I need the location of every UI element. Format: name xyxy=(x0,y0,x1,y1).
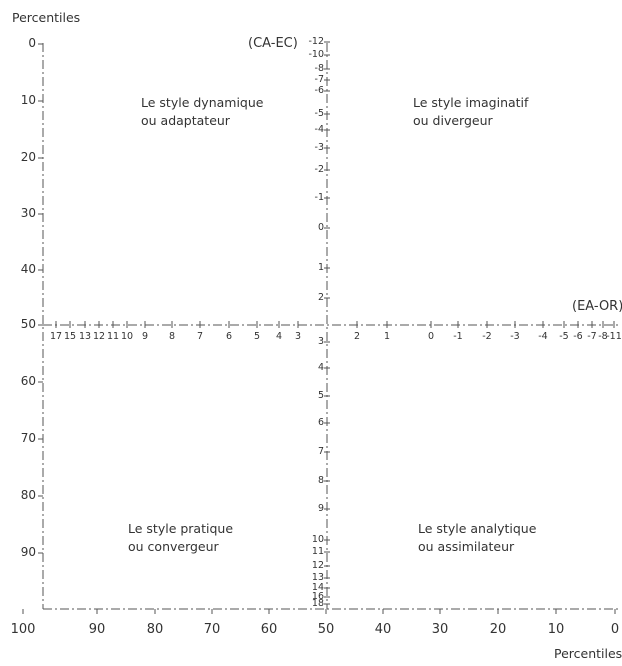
vertical-axis-tick-label: -3 xyxy=(314,142,324,153)
left-axis-tick-label: 20 xyxy=(20,150,36,164)
bottom-axis-tick-label: 70 xyxy=(203,622,221,637)
horizontal-axis-tick-label: -4 xyxy=(538,331,548,342)
horizontal-axis-label: (EA-OR) xyxy=(572,299,622,314)
horizontal-axis-tick-label: 4 xyxy=(275,331,283,342)
left-axis-tick-label: 0 xyxy=(28,36,36,50)
bottom-axis-tick-label: 60 xyxy=(260,622,278,637)
vertical-axis-tick-label: -7 xyxy=(314,74,324,85)
horizontal-axis-tick-label: 11 xyxy=(106,331,120,342)
bottom-axis-tick-label: 20 xyxy=(489,622,507,637)
vertical-axis-tick-label: 14 xyxy=(311,582,324,593)
left-axis-tick-label: 50 xyxy=(20,317,36,331)
left-axis-tick-label: 70 xyxy=(20,431,36,445)
left-axis-title: Percentiles xyxy=(12,10,81,25)
vertical-axis-tick-label: 12 xyxy=(311,560,324,571)
vertical-axis-tick-label: 6 xyxy=(317,417,324,428)
bottom-axis-tick-label: 80 xyxy=(146,622,164,637)
vertical-axis-tick-label: 7 xyxy=(317,446,324,457)
horizontal-axis-tick-label: -6 xyxy=(573,331,583,342)
horizontal-axis-tick-label: 1 xyxy=(383,331,391,342)
vertical-axis-tick-label: -12 xyxy=(308,36,324,47)
vertical-axis-label: (CA-EC) xyxy=(248,36,298,51)
vertical-axis-tick-label: -4 xyxy=(314,124,324,135)
vertical-axis-tick-label: 11 xyxy=(311,546,324,557)
horizontal-axis-tick-label: 12 xyxy=(92,331,106,342)
left-axis-tick-label: 30 xyxy=(20,206,36,220)
quadrant-bottom-left-line2: ou convergeur xyxy=(128,539,219,554)
left-axis-tick-label: 90 xyxy=(20,545,36,559)
vertical-axis-tick-label: 2 xyxy=(317,292,324,303)
horizontal-axis-tick-label: 9 xyxy=(141,331,149,342)
horizontal-axis-tick-label: -7 xyxy=(587,331,597,342)
vertical-axis-tick-label: 0 xyxy=(317,222,324,233)
horizontal-axis-tick-label: -3 xyxy=(510,331,520,342)
bottom-axis-tick-label: 100 xyxy=(10,622,36,637)
left-axis-tick-label: 10 xyxy=(20,93,36,107)
vertical-axis-tick-label: 10 xyxy=(311,534,324,545)
quadrant-bottom-right: Le style analytique ou assimilateur xyxy=(418,520,536,556)
quadrant-bottom-left: Le style pratique ou convergeur xyxy=(128,520,233,556)
horizontal-axis-tick-label: 10 xyxy=(120,331,134,342)
horizontal-axis-tick-label: 8 xyxy=(168,331,176,342)
quadrant-top-left-line2: ou adaptateur xyxy=(141,113,230,128)
quadrant-top-right-line2: ou divergeur xyxy=(413,113,493,128)
quadrant-bottom-right-line2: ou assimilateur xyxy=(418,539,515,554)
quadrant-top-left-line1: Le style dynamique xyxy=(141,95,264,110)
vertical-axis-tick-label: 18 xyxy=(311,598,324,609)
vertical-axis-tick-label: 8 xyxy=(317,475,324,486)
vertical-axis-tick-label: -5 xyxy=(314,108,324,119)
vertical-axis-tick-label: -1 xyxy=(314,192,324,203)
bottom-axis-tick-label: 10 xyxy=(547,622,565,637)
vertical-axis-tick-label: 9 xyxy=(317,503,324,514)
vertical-axis-tick-label: 3 xyxy=(317,336,324,347)
quadrant-top-right-line1: Le style imaginatif xyxy=(413,95,529,110)
vertical-axis-tick-label: 5 xyxy=(317,390,324,401)
bottom-axis-tick-label: 50 xyxy=(317,622,335,637)
horizontal-axis-tick-label: 15 xyxy=(63,331,77,342)
vertical-axis-tick-label: -10 xyxy=(308,49,324,60)
horizontal-axis-tick-label: -11 xyxy=(606,331,622,342)
horizontal-axis-tick-label: -2 xyxy=(482,331,492,342)
horizontal-axis-tick-label: 13 xyxy=(78,331,92,342)
bottom-axis-tick-label: 0 xyxy=(610,622,620,637)
horizontal-axis-tick-label: 3 xyxy=(294,331,302,342)
left-axis-tick-label: 80 xyxy=(20,488,36,502)
left-axis-tick-label: 40 xyxy=(20,262,36,276)
bottom-axis-tick-label: 40 xyxy=(374,622,392,637)
vertical-axis-tick-label: 13 xyxy=(311,572,324,583)
vertical-axis-tick-label: 16 xyxy=(311,591,324,602)
horizontal-axis-tick-label: -8 xyxy=(598,331,608,342)
horizontal-axis-tick-label: 2 xyxy=(353,331,361,342)
horizontal-axis-tick-label: 0 xyxy=(427,331,435,342)
quadrant-bottom-right-line1: Le style analytique xyxy=(418,521,537,536)
vertical-axis-tick-label: -2 xyxy=(314,164,324,175)
vertical-axis-tick-label: -6 xyxy=(314,85,324,96)
horizontal-axis-tick-label: 7 xyxy=(196,331,204,342)
horizontal-axis-tick-label: -5 xyxy=(559,331,569,342)
vertical-axis-tick-label: -8 xyxy=(314,63,324,74)
horizontal-axis-tick-label: -1 xyxy=(453,331,463,342)
bottom-axis-tick-label: 30 xyxy=(431,622,449,637)
quadrant-top-right: Le style imaginatif ou divergeur xyxy=(413,94,528,130)
horizontal-axis-tick-label: 5 xyxy=(253,331,261,342)
quadrant-top-left: Le style dynamique ou adaptateur xyxy=(141,94,263,130)
horizontal-axis-tick-label: 6 xyxy=(225,331,233,342)
vertical-axis-tick-label: 4 xyxy=(317,362,324,373)
vertical-axis-tick-label: 1 xyxy=(317,262,324,273)
quadrant-bottom-left-line1: Le style pratique xyxy=(128,521,234,536)
horizontal-axis-tick-label: 17 xyxy=(49,331,63,342)
left-axis-tick-label: 60 xyxy=(20,374,36,388)
bottom-axis-tick-label: 90 xyxy=(88,622,106,637)
bottom-axis-title: Percentiles xyxy=(554,646,622,661)
